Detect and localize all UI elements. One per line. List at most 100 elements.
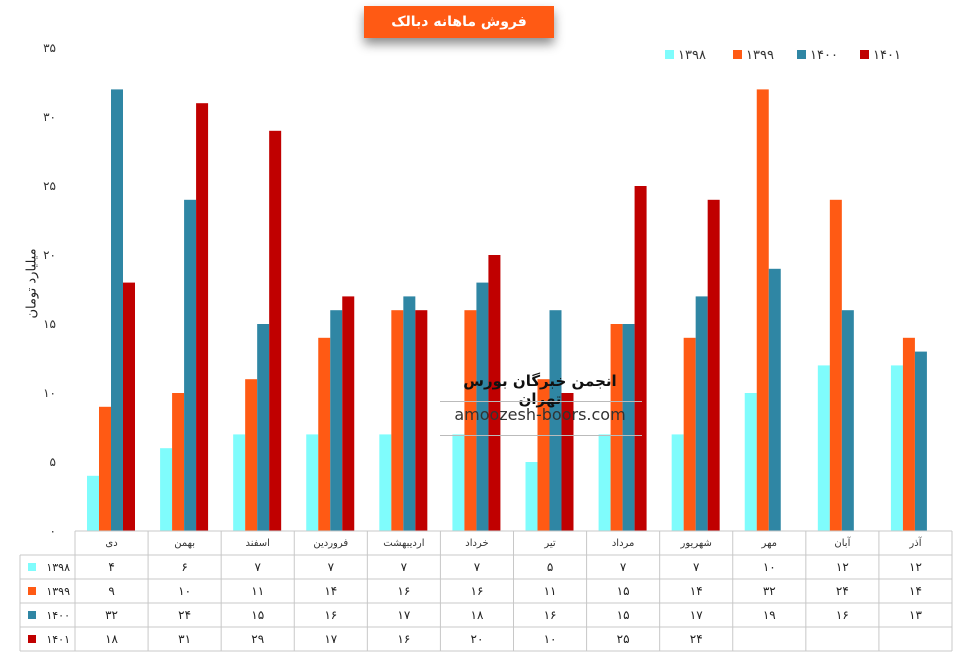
table-row-label: ۱۴۰۱ (46, 633, 70, 646)
category-label: خرداد (465, 538, 488, 549)
data-label: ۲۴ (836, 584, 849, 598)
y-tick-label: ۳۰ (43, 110, 56, 124)
bar-۱۴۰۱-4 (342, 296, 355, 531)
table-legend-swatch (28, 587, 36, 595)
bar-۱۳۹۸-9 (671, 434, 684, 531)
legend-swatch-3 (797, 50, 806, 59)
data-label: ۱۰ (763, 560, 776, 574)
y-tick-label: ۳۵ (43, 41, 56, 55)
data-label: ۷ (401, 560, 408, 574)
bar-۱۳۹۸-10 (744, 393, 757, 531)
y-tick-label: ۵ (50, 455, 56, 469)
chart-title: فروش ماهانه دبالک (391, 14, 527, 30)
bar-۱۴۰۱-2 (196, 103, 209, 531)
bar-۱۴۰۰-8 (622, 324, 635, 531)
table-legend-swatch (28, 635, 36, 643)
bar-۱۴۰۱-3 (269, 130, 282, 532)
bar-۱۳۹۹-3 (245, 379, 258, 531)
bar-۱۴۰۰-2 (184, 199, 197, 532)
data-label: ۱۷ (397, 608, 410, 622)
data-label: ۱۶ (471, 584, 484, 598)
bar-۱۴۰۰-11 (841, 310, 854, 531)
bar-۱۴۰۱-9 (707, 199, 720, 532)
bar-۱۳۹۹-8 (610, 324, 623, 531)
category-label: بهمن (174, 538, 195, 549)
bar-۱۳۹۹-7 (537, 379, 550, 531)
chart-title-box: فروش ماهانه دبالک (364, 6, 554, 38)
bar-۱۴۰۱-7 (561, 393, 574, 531)
bar-۱۳۹۹-2 (172, 393, 185, 531)
bar-۱۳۹۹-6 (464, 310, 477, 531)
table-legend-swatch (28, 563, 36, 571)
watermark-divider (440, 401, 642, 402)
y-tick-label: ۲۰ (43, 248, 56, 262)
data-label: ۱۵ (617, 584, 630, 598)
category-label: اردیبهشت (383, 538, 424, 549)
data-label: ۱۶ (397, 584, 410, 598)
data-label: ۷ (474, 560, 481, 574)
category-label: دی (105, 538, 117, 549)
data-label: ۱۸ (105, 632, 118, 646)
watermark-text: انجمن خبرگان بورس تهران (463, 372, 617, 408)
bar-۱۴۰۱-1 (123, 282, 135, 531)
category-label: اسفند (245, 538, 269, 549)
bar-۱۳۹۸-1 (87, 475, 99, 531)
data-label: ۱۷ (690, 608, 703, 622)
bar-۱۳۹۹-1 (99, 406, 111, 531)
data-label: ۳۲ (763, 584, 776, 598)
bar-۱۴۰۰-12 (914, 351, 927, 531)
data-label: ۱۰ (544, 632, 557, 646)
data-label: ۴ (108, 560, 114, 574)
legend-label: ۱۳۹۹ (746, 48, 774, 63)
y-tick-label: ۲۵ (43, 179, 56, 193)
data-label: ۱۹ (763, 608, 776, 622)
data-label: ۱۶ (324, 608, 337, 622)
bar-۱۳۹۹-5 (391, 310, 404, 531)
data-label: ۱۲ (836, 560, 849, 574)
y-tick-label: ۱۰ (43, 386, 56, 400)
data-label: ۷ (620, 560, 627, 574)
category-label: فروردین (313, 538, 348, 549)
watermark-divider (440, 435, 642, 436)
data-label: ۶ (181, 560, 187, 574)
category-label: تیر (543, 538, 556, 549)
data-label: ۱۴ (909, 584, 922, 598)
data-label: ۷ (254, 560, 261, 574)
bar-۱۳۹۹-12 (902, 337, 915, 531)
bar-۱۴۰۰-4 (330, 310, 343, 531)
legend-swatch-4 (860, 50, 869, 59)
bar-۱۳۹۸-6 (452, 434, 465, 531)
bar-۱۳۹۸-11 (817, 365, 830, 531)
table-legend-swatch (28, 611, 36, 619)
bar-۱۳۹۸-12 (890, 365, 903, 531)
table-row-label: ۱۴۰۰ (46, 609, 70, 622)
bar-۱۴۰۱-5 (415, 310, 428, 531)
category-label: آبان (834, 536, 851, 549)
data-label: ۹ (108, 584, 114, 598)
bar-۱۳۹۸-4 (306, 434, 319, 531)
y-tick-label: ۰ (50, 524, 56, 538)
bar-۱۴۰۰-10 (768, 268, 781, 531)
y-tick-label: ۱۵ (43, 317, 56, 331)
watermark-url: amoozesh-boors.com (454, 405, 626, 424)
bar-۱۳۹۸-7 (525, 462, 538, 531)
bar-۱۳۹۸-5 (379, 434, 392, 531)
data-label: ۱۵ (617, 608, 630, 622)
table-row-label: ۱۳۹۸ (46, 561, 70, 574)
category-label: شهریور (680, 538, 712, 549)
data-label: ۲۴ (690, 632, 703, 646)
bar-۱۴۰۰-1 (111, 89, 123, 532)
data-label: ۳۱ (178, 632, 191, 646)
data-label: ۲۵ (617, 632, 630, 646)
bar-۱۳۹۹-10 (756, 89, 769, 532)
legend-label: ۱۴۰۱ (873, 48, 901, 63)
data-label: ۲۰ (471, 632, 484, 646)
data-label: ۱۶ (397, 632, 410, 646)
bar-۱۳۹۹-9 (683, 337, 696, 531)
data-label: ۱۶ (836, 608, 849, 622)
table-row-label: ۱۳۹۹ (46, 585, 70, 598)
bar-۱۴۰۰-3 (257, 324, 270, 531)
category-label: آذر (908, 536, 922, 549)
data-label: ۱۸ (471, 608, 484, 622)
data-label: ۱۷ (324, 632, 337, 646)
